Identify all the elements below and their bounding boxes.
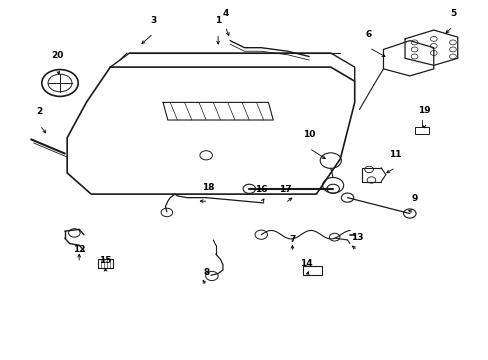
Text: 5: 5 (449, 9, 455, 18)
Text: 3: 3 (150, 16, 156, 25)
Text: 11: 11 (388, 150, 401, 159)
Text: 9: 9 (410, 194, 417, 203)
Text: 16: 16 (255, 185, 267, 194)
Text: 12: 12 (73, 245, 85, 254)
Text: 13: 13 (350, 233, 363, 242)
Text: 8: 8 (203, 268, 209, 277)
Text: 18: 18 (202, 183, 214, 192)
Text: 2: 2 (37, 108, 43, 117)
Text: 4: 4 (222, 9, 228, 18)
Text: 17: 17 (278, 185, 291, 194)
Text: 10: 10 (303, 130, 315, 139)
Text: 20: 20 (51, 51, 63, 60)
Text: 19: 19 (417, 106, 429, 115)
Text: 7: 7 (288, 234, 295, 243)
Text: 1: 1 (215, 16, 221, 25)
Text: 6: 6 (365, 30, 371, 39)
Text: 14: 14 (300, 259, 312, 268)
Text: 15: 15 (99, 256, 112, 265)
